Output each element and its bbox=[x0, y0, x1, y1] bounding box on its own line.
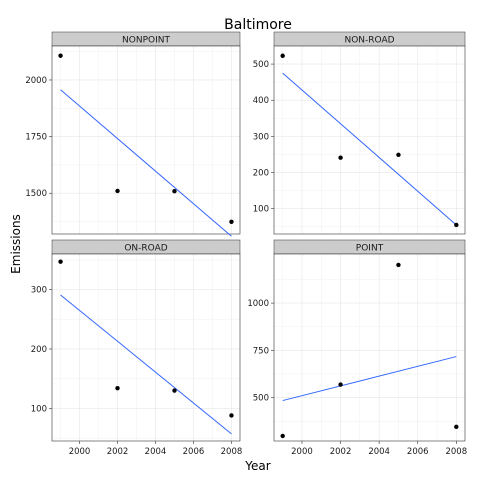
data-point bbox=[280, 53, 285, 58]
y-tick-label: 1750 bbox=[25, 133, 47, 143]
data-point bbox=[338, 382, 343, 387]
fit-line bbox=[60, 89, 232, 237]
panel-border bbox=[51, 253, 241, 442]
fit-line bbox=[282, 72, 457, 226]
panel-border bbox=[51, 45, 241, 235]
x-tick-label: 2002 bbox=[330, 447, 352, 457]
facet-panels: NONPOINT 1500 1750 2000 NON-ROAD 100 200 300 400… bbox=[25, 31, 467, 457]
x-tick-label: 2006 bbox=[183, 447, 205, 457]
data-point bbox=[454, 222, 459, 228]
facet-label: ON-ROAD bbox=[124, 244, 167, 254]
panel-nonpoint: NONPOINT 1500 1750 2000 bbox=[25, 31, 241, 237]
y-tick-label: 500 bbox=[253, 60, 269, 70]
data-point bbox=[454, 424, 459, 430]
x-tick-label: 2000 bbox=[291, 447, 313, 457]
x-axis-title: Year bbox=[244, 459, 270, 473]
data-point bbox=[280, 433, 285, 439]
y-tick-label: 2000 bbox=[25, 76, 47, 86]
y-tick-label: 1000 bbox=[247, 299, 269, 309]
x-tick-label: 2008 bbox=[445, 447, 467, 457]
data-point bbox=[115, 385, 120, 391]
y-tick-label: 750 bbox=[253, 346, 269, 356]
x-tick-label: 2008 bbox=[221, 447, 243, 457]
y-tick-label: 200 bbox=[253, 169, 269, 179]
data-point bbox=[396, 262, 401, 268]
y-tick-label: 100 bbox=[253, 205, 269, 215]
panel-background bbox=[52, 46, 240, 234]
data-point bbox=[58, 53, 63, 58]
facet-label: POINT bbox=[356, 244, 384, 254]
data-point bbox=[58, 259, 63, 264]
panel-point: POINT 500 750 1000 2000 2002 2004 2006 2008 bbox=[247, 239, 467, 457]
x-tick-label: 2000 bbox=[69, 447, 91, 457]
panel-border bbox=[273, 253, 466, 442]
fit-line bbox=[60, 294, 232, 435]
facet-label: NON-ROAD bbox=[344, 36, 394, 46]
data-point bbox=[396, 152, 401, 158]
panel-on-road: ON-ROAD 100 200 300 2000 2002 2004 2006 2008 bbox=[31, 239, 243, 457]
panel-border bbox=[273, 45, 466, 235]
data-point bbox=[229, 413, 234, 418]
panel-background bbox=[274, 254, 465, 441]
x-tick-label: 2004 bbox=[145, 447, 167, 457]
y-tick-label: 400 bbox=[253, 96, 269, 106]
data-point bbox=[229, 219, 234, 224]
y-tick-label: 100 bbox=[31, 404, 47, 414]
data-point bbox=[115, 188, 120, 194]
x-tick-label: 2006 bbox=[407, 447, 429, 457]
data-point bbox=[172, 188, 177, 194]
panel-non-road: NON-ROAD 100 200 300 400 500 bbox=[253, 31, 466, 235]
x-tick-label: 2004 bbox=[368, 447, 390, 457]
panel-background bbox=[52, 254, 240, 441]
y-tick-label: 500 bbox=[253, 394, 269, 404]
x-tick-label: 2002 bbox=[107, 447, 129, 457]
data-point bbox=[172, 388, 177, 393]
y-tick-label: 300 bbox=[253, 132, 269, 142]
facet-label: NONPOINT bbox=[122, 36, 170, 46]
y-tick-label: 300 bbox=[31, 286, 47, 296]
y-tick-label: 200 bbox=[31, 345, 47, 355]
data-point bbox=[338, 155, 343, 160]
y-tick-label: 1500 bbox=[25, 189, 47, 199]
y-axis-title: Emissions bbox=[9, 214, 23, 274]
chart-title: Baltimore bbox=[224, 17, 292, 33]
fit-line bbox=[282, 356, 457, 402]
panel-background bbox=[274, 46, 465, 234]
